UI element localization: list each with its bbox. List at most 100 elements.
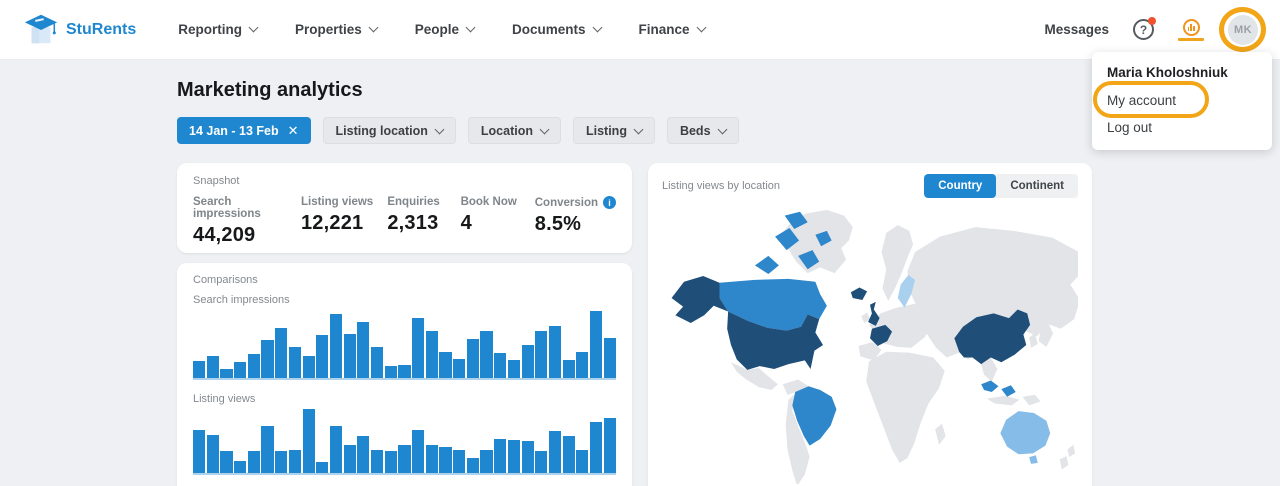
bar bbox=[398, 444, 411, 473]
menu-item-my-account[interactable]: My account bbox=[1107, 93, 1177, 108]
date-range-label: 14 Jan - 13 Feb bbox=[189, 123, 279, 138]
toggle-continent[interactable]: Continent bbox=[1010, 180, 1064, 192]
bar bbox=[234, 461, 247, 473]
user-avatar[interactable]: MK bbox=[1228, 14, 1258, 45]
partner-badge-icon[interactable] bbox=[1178, 18, 1204, 41]
map-uk[interactable] bbox=[868, 301, 880, 326]
map-new-guinea bbox=[1022, 394, 1041, 406]
listing-views-bar-chart[interactable] bbox=[193, 409, 616, 475]
chevron-down-icon bbox=[248, 22, 259, 33]
bar bbox=[234, 361, 247, 378]
bar bbox=[247, 450, 260, 473]
map-new-zealand bbox=[1059, 444, 1076, 470]
menu-item-log-out[interactable]: Log out bbox=[1107, 120, 1153, 135]
filter-listing-location[interactable]: Listing location bbox=[322, 117, 456, 144]
bar bbox=[288, 347, 301, 378]
map-se-asia bbox=[980, 357, 998, 382]
map-madagascar bbox=[935, 423, 946, 445]
badge-caption-decor bbox=[1178, 37, 1204, 41]
chevron-down-icon bbox=[539, 124, 550, 134]
bar bbox=[562, 359, 575, 378]
snapshot-label: Snapshot bbox=[193, 175, 240, 187]
chevron-down-icon bbox=[434, 124, 445, 134]
bar bbox=[603, 417, 616, 473]
bar bbox=[412, 430, 425, 473]
notification-dot bbox=[1148, 17, 1156, 25]
bar bbox=[316, 335, 329, 378]
toggle-country[interactable]: Country bbox=[924, 174, 997, 198]
bar bbox=[302, 409, 315, 473]
nav-item-finance[interactable]: Finance bbox=[639, 22, 707, 37]
close-icon[interactable]: ✕ bbox=[287, 122, 299, 138]
map-france[interactable] bbox=[870, 324, 893, 346]
bar bbox=[275, 450, 288, 473]
bar bbox=[480, 449, 493, 473]
brand-logo[interactable]: StuRents bbox=[22, 11, 136, 49]
info-icon[interactable]: i bbox=[603, 196, 617, 209]
bar bbox=[343, 444, 356, 473]
bar bbox=[220, 450, 233, 473]
map-mexico bbox=[731, 362, 778, 391]
bar bbox=[193, 360, 206, 378]
help-button[interactable]: ? bbox=[1133, 17, 1156, 40]
metric-search-impressions: Search impressions 44,209 bbox=[193, 196, 261, 246]
map-canada[interactable] bbox=[719, 278, 827, 331]
bar bbox=[398, 365, 411, 378]
bar bbox=[302, 355, 315, 378]
messages-link[interactable]: Messages bbox=[1044, 22, 1109, 37]
map-malaysia[interactable] bbox=[981, 380, 1016, 397]
map-iceland[interactable] bbox=[850, 287, 868, 300]
map-south-america-south bbox=[785, 393, 810, 484]
bar bbox=[329, 426, 343, 473]
nav-item-people[interactable]: People bbox=[415, 22, 476, 37]
map-australia[interactable] bbox=[1000, 411, 1051, 464]
bar bbox=[343, 333, 356, 378]
map-scope-toggle: Country Continent bbox=[924, 174, 1078, 198]
filter-beds[interactable]: Beds bbox=[666, 117, 739, 144]
bar bbox=[261, 340, 274, 378]
nav-item-documents[interactable]: Documents bbox=[512, 22, 602, 37]
chevron-down-icon bbox=[368, 22, 379, 33]
bar bbox=[603, 338, 616, 378]
bar bbox=[494, 439, 507, 473]
metric-conversion: Conversion i 8.5% bbox=[535, 196, 617, 247]
nav-item-properties[interactable]: Properties bbox=[295, 22, 379, 37]
map-scandinavia bbox=[881, 225, 914, 301]
bar bbox=[480, 331, 493, 378]
bar bbox=[384, 450, 397, 473]
map-brazil[interactable] bbox=[792, 386, 837, 446]
chevron-down-icon bbox=[633, 124, 644, 134]
sturents-logo-icon bbox=[24, 14, 58, 43]
bar bbox=[589, 421, 603, 473]
metric-listing-views: Listing views 12,221 bbox=[300, 196, 374, 234]
map-usa[interactable] bbox=[727, 311, 824, 370]
date-range-chip[interactable]: 14 Jan - 13 Feb ✕ bbox=[177, 117, 311, 144]
bar bbox=[316, 462, 329, 473]
bar bbox=[521, 441, 534, 473]
filter-location[interactable]: Location bbox=[467, 117, 561, 144]
chevron-down-icon bbox=[592, 22, 602, 33]
map-canada-islands[interactable] bbox=[754, 211, 832, 275]
bar bbox=[507, 439, 520, 473]
comparisons-card: Comparisons Search impressions Listing v… bbox=[177, 263, 632, 486]
user-name: Maria Kholoshniuk bbox=[1107, 65, 1228, 80]
bar bbox=[247, 353, 260, 378]
search-impressions-bar-chart[interactable] bbox=[193, 311, 616, 380]
map-alaska[interactable] bbox=[671, 275, 729, 323]
main-nav: Reporting Properties People Documents Fi… bbox=[178, 22, 707, 37]
comparisons-label: Comparisons bbox=[193, 274, 258, 286]
map-china[interactable] bbox=[954, 309, 1031, 365]
chart-title-search-impressions: Search impressions bbox=[193, 294, 290, 306]
bar bbox=[329, 314, 343, 378]
world-choropleth-map[interactable] bbox=[662, 206, 1078, 484]
bar bbox=[357, 322, 370, 378]
bar bbox=[261, 426, 274, 473]
map-finland[interactable] bbox=[897, 275, 916, 308]
bar bbox=[357, 435, 370, 473]
listing-views-by-location-card: Listing views by location Country Contin… bbox=[648, 163, 1092, 486]
bar bbox=[370, 449, 384, 473]
page-title: Marketing analytics bbox=[177, 79, 363, 101]
bar bbox=[425, 331, 438, 378]
nav-item-reporting[interactable]: Reporting bbox=[178, 22, 259, 37]
filter-listing[interactable]: Listing bbox=[572, 117, 655, 144]
